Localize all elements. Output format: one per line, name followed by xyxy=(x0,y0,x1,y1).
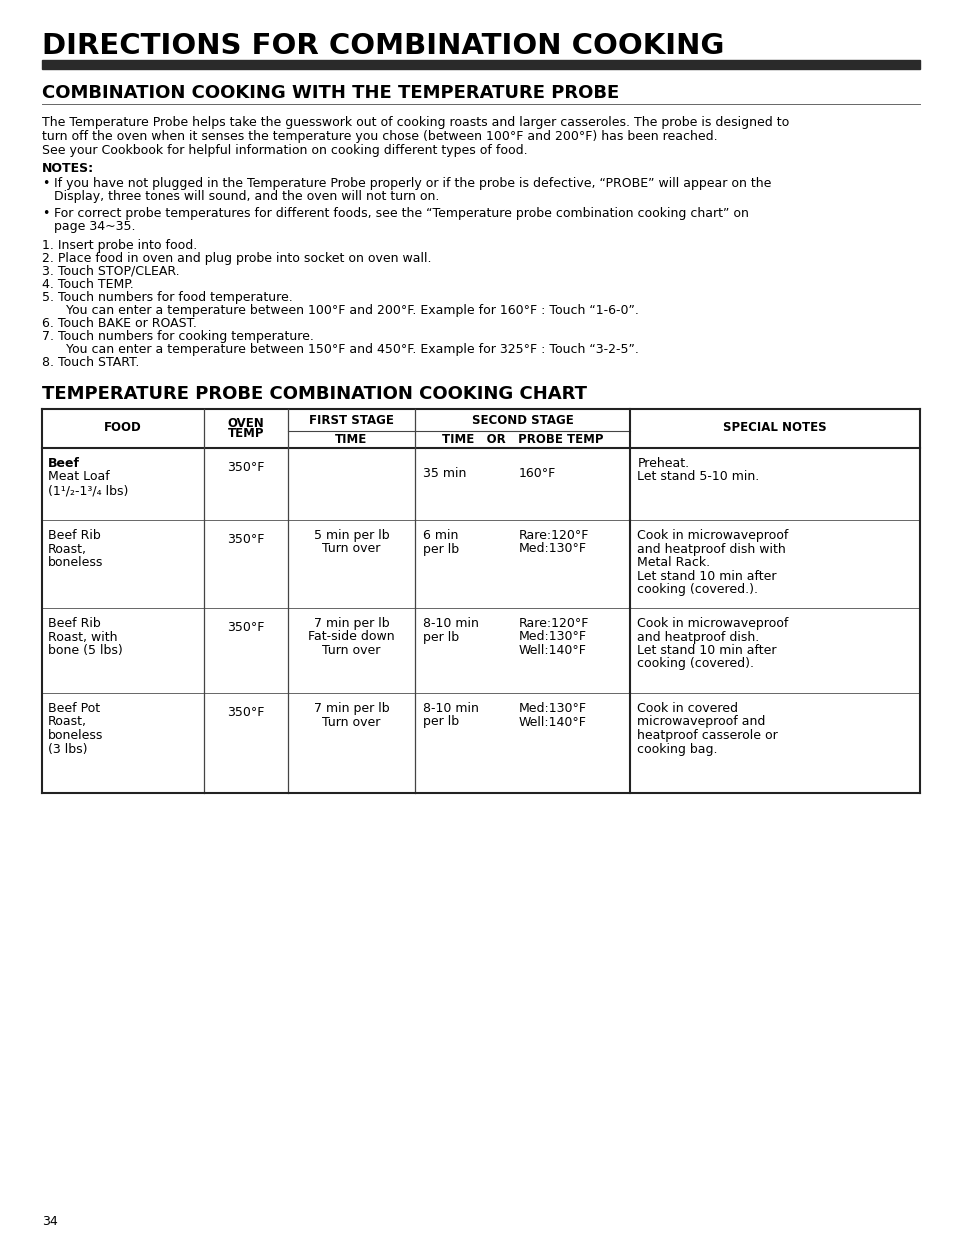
Text: 35 min: 35 min xyxy=(423,467,466,480)
Text: Beef Pot: Beef Pot xyxy=(48,701,100,715)
Text: TIME: TIME xyxy=(335,433,367,446)
Text: (1¹/₂-1³/₄ lbs): (1¹/₂-1³/₄ lbs) xyxy=(48,484,129,496)
Text: Meat Loaf: Meat Loaf xyxy=(48,471,110,483)
Text: Display, three tones will sound, and the oven will not turn on.: Display, three tones will sound, and the… xyxy=(54,190,439,203)
Text: Roast, with: Roast, with xyxy=(48,631,117,643)
Text: Med:130°F: Med:130°F xyxy=(517,542,586,556)
Text: cooking (covered.).: cooking (covered.). xyxy=(637,583,758,597)
Text: Roast,: Roast, xyxy=(48,715,87,729)
Text: 350°F: 350°F xyxy=(227,461,265,474)
Text: boneless: boneless xyxy=(48,556,103,569)
Text: OVEN: OVEN xyxy=(228,417,264,430)
Text: turn off the oven when it senses the temperature you chose (between 100°F and 20: turn off the oven when it senses the tem… xyxy=(42,130,717,143)
Text: If you have not plugged in the Temperature Probe properly or if the probe is def: If you have not plugged in the Temperatu… xyxy=(54,177,771,190)
Text: 2. Place food in oven and plug probe into socket on oven wall.: 2. Place food in oven and plug probe int… xyxy=(42,252,431,266)
Bar xyxy=(42,61,919,69)
Text: 8-10 min: 8-10 min xyxy=(423,701,478,715)
Text: 160°F: 160°F xyxy=(517,467,555,480)
Text: cooking (covered).: cooking (covered). xyxy=(637,657,754,671)
Text: SECOND STAGE: SECOND STAGE xyxy=(472,414,573,426)
Text: 5 min per lb: 5 min per lb xyxy=(314,529,389,542)
Text: Med:130°F: Med:130°F xyxy=(517,631,586,643)
Text: Cook in microwaveproof: Cook in microwaveproof xyxy=(637,618,788,630)
Text: •: • xyxy=(42,177,50,190)
Text: cooking bag.: cooking bag. xyxy=(637,742,717,756)
Text: Beef Rib: Beef Rib xyxy=(48,529,101,542)
Text: Turn over: Turn over xyxy=(322,643,380,657)
Text: Beef: Beef xyxy=(48,457,80,471)
Text: 350°F: 350°F xyxy=(227,706,265,719)
Text: Rare:120°F: Rare:120°F xyxy=(517,618,588,630)
Text: 350°F: 350°F xyxy=(227,534,265,546)
Text: For correct probe temperatures for different foods, see the “Temperature probe c: For correct probe temperatures for diffe… xyxy=(54,207,748,220)
Text: 5. Touch numbers for food temperature.: 5. Touch numbers for food temperature. xyxy=(42,291,293,304)
Text: bone (5 lbs): bone (5 lbs) xyxy=(48,643,123,657)
Text: Rare:120°F: Rare:120°F xyxy=(517,529,588,542)
Text: 7 min per lb: 7 min per lb xyxy=(314,618,389,630)
Text: You can enter a temperature between 150°F and 450°F. Example for 325°F : Touch “: You can enter a temperature between 150°… xyxy=(42,343,639,356)
Text: page 34~35.: page 34~35. xyxy=(54,220,135,233)
Text: per lb: per lb xyxy=(423,631,458,643)
Text: Beef Rib: Beef Rib xyxy=(48,618,101,630)
Text: Let stand 5-10 min.: Let stand 5-10 min. xyxy=(637,471,759,483)
Text: 8-10 min: 8-10 min xyxy=(423,618,478,630)
Text: 3. Touch STOP/CLEAR.: 3. Touch STOP/CLEAR. xyxy=(42,266,179,278)
Text: Let stand 10 min after: Let stand 10 min after xyxy=(637,643,776,657)
Text: •: • xyxy=(42,207,50,220)
Text: per lb: per lb xyxy=(423,542,458,556)
Text: Turn over: Turn over xyxy=(322,542,380,556)
Text: and heatproof dish.: and heatproof dish. xyxy=(637,631,759,643)
Text: COMBINATION COOKING WITH THE TEMPERATURE PROBE: COMBINATION COOKING WITH THE TEMPERATURE… xyxy=(42,84,618,103)
Text: (3 lbs): (3 lbs) xyxy=(48,742,88,756)
Text: Let stand 10 min after: Let stand 10 min after xyxy=(637,569,776,583)
Text: The Temperature Probe helps take the guesswork out of cooking roasts and larger : The Temperature Probe helps take the gue… xyxy=(42,116,788,128)
Text: 34: 34 xyxy=(42,1215,58,1228)
Text: and heatproof dish with: and heatproof dish with xyxy=(637,542,785,556)
Text: FIRST STAGE: FIRST STAGE xyxy=(309,414,394,426)
Text: DIRECTIONS FOR COMBINATION COOKING: DIRECTIONS FOR COMBINATION COOKING xyxy=(42,32,723,61)
Text: Cook in covered: Cook in covered xyxy=(637,701,738,715)
Text: Med:130°F: Med:130°F xyxy=(517,701,586,715)
Text: FOOD: FOOD xyxy=(104,421,142,433)
Text: 1. Insert probe into food.: 1. Insert probe into food. xyxy=(42,240,197,252)
Text: 7. Touch numbers for cooking temperature.: 7. Touch numbers for cooking temperature… xyxy=(42,330,314,343)
Text: Well:140°F: Well:140°F xyxy=(517,715,586,729)
Text: See your Cookbook for helpful information on cooking different types of food.: See your Cookbook for helpful informatio… xyxy=(42,144,527,157)
Text: microwaveproof and: microwaveproof and xyxy=(637,715,765,729)
Text: 6 min: 6 min xyxy=(423,529,458,542)
Text: TEMP: TEMP xyxy=(228,427,264,440)
Text: Preheat.: Preheat. xyxy=(637,457,689,471)
Text: Fat-side down: Fat-side down xyxy=(308,631,395,643)
Text: Well:140°F: Well:140°F xyxy=(517,643,586,657)
Text: Roast,: Roast, xyxy=(48,542,87,556)
Text: Metal Rack.: Metal Rack. xyxy=(637,556,710,569)
Text: boneless: boneless xyxy=(48,729,103,742)
Text: 7 min per lb: 7 min per lb xyxy=(314,701,389,715)
Text: TIME   OR   PROBE TEMP: TIME OR PROBE TEMP xyxy=(441,433,603,446)
Text: per lb: per lb xyxy=(423,715,458,729)
Text: heatproof casserole or: heatproof casserole or xyxy=(637,729,778,742)
Text: TEMPERATURE PROBE COMBINATION COOKING CHART: TEMPERATURE PROBE COMBINATION COOKING CH… xyxy=(42,385,586,403)
Text: You can enter a temperature between 100°F and 200°F. Example for 160°F : Touch “: You can enter a temperature between 100°… xyxy=(42,304,639,317)
Text: 4. Touch TEMP.: 4. Touch TEMP. xyxy=(42,278,133,291)
Text: Turn over: Turn over xyxy=(322,715,380,729)
Text: 8. Touch START.: 8. Touch START. xyxy=(42,356,139,369)
Text: SPECIAL NOTES: SPECIAL NOTES xyxy=(722,421,826,433)
Text: 350°F: 350°F xyxy=(227,621,265,634)
Text: NOTES:: NOTES: xyxy=(42,162,94,175)
Text: 6. Touch BAKE or ROAST.: 6. Touch BAKE or ROAST. xyxy=(42,317,196,330)
Text: Cook in microwaveproof: Cook in microwaveproof xyxy=(637,529,788,542)
